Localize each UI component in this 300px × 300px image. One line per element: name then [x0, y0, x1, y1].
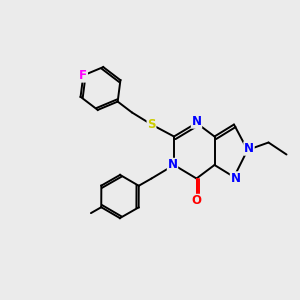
Text: F: F	[79, 69, 87, 82]
Text: N: N	[167, 158, 178, 172]
Text: N: N	[191, 115, 202, 128]
Text: N: N	[244, 142, 254, 155]
Text: O: O	[191, 194, 202, 208]
Text: N: N	[230, 172, 241, 185]
Text: S: S	[147, 118, 156, 131]
